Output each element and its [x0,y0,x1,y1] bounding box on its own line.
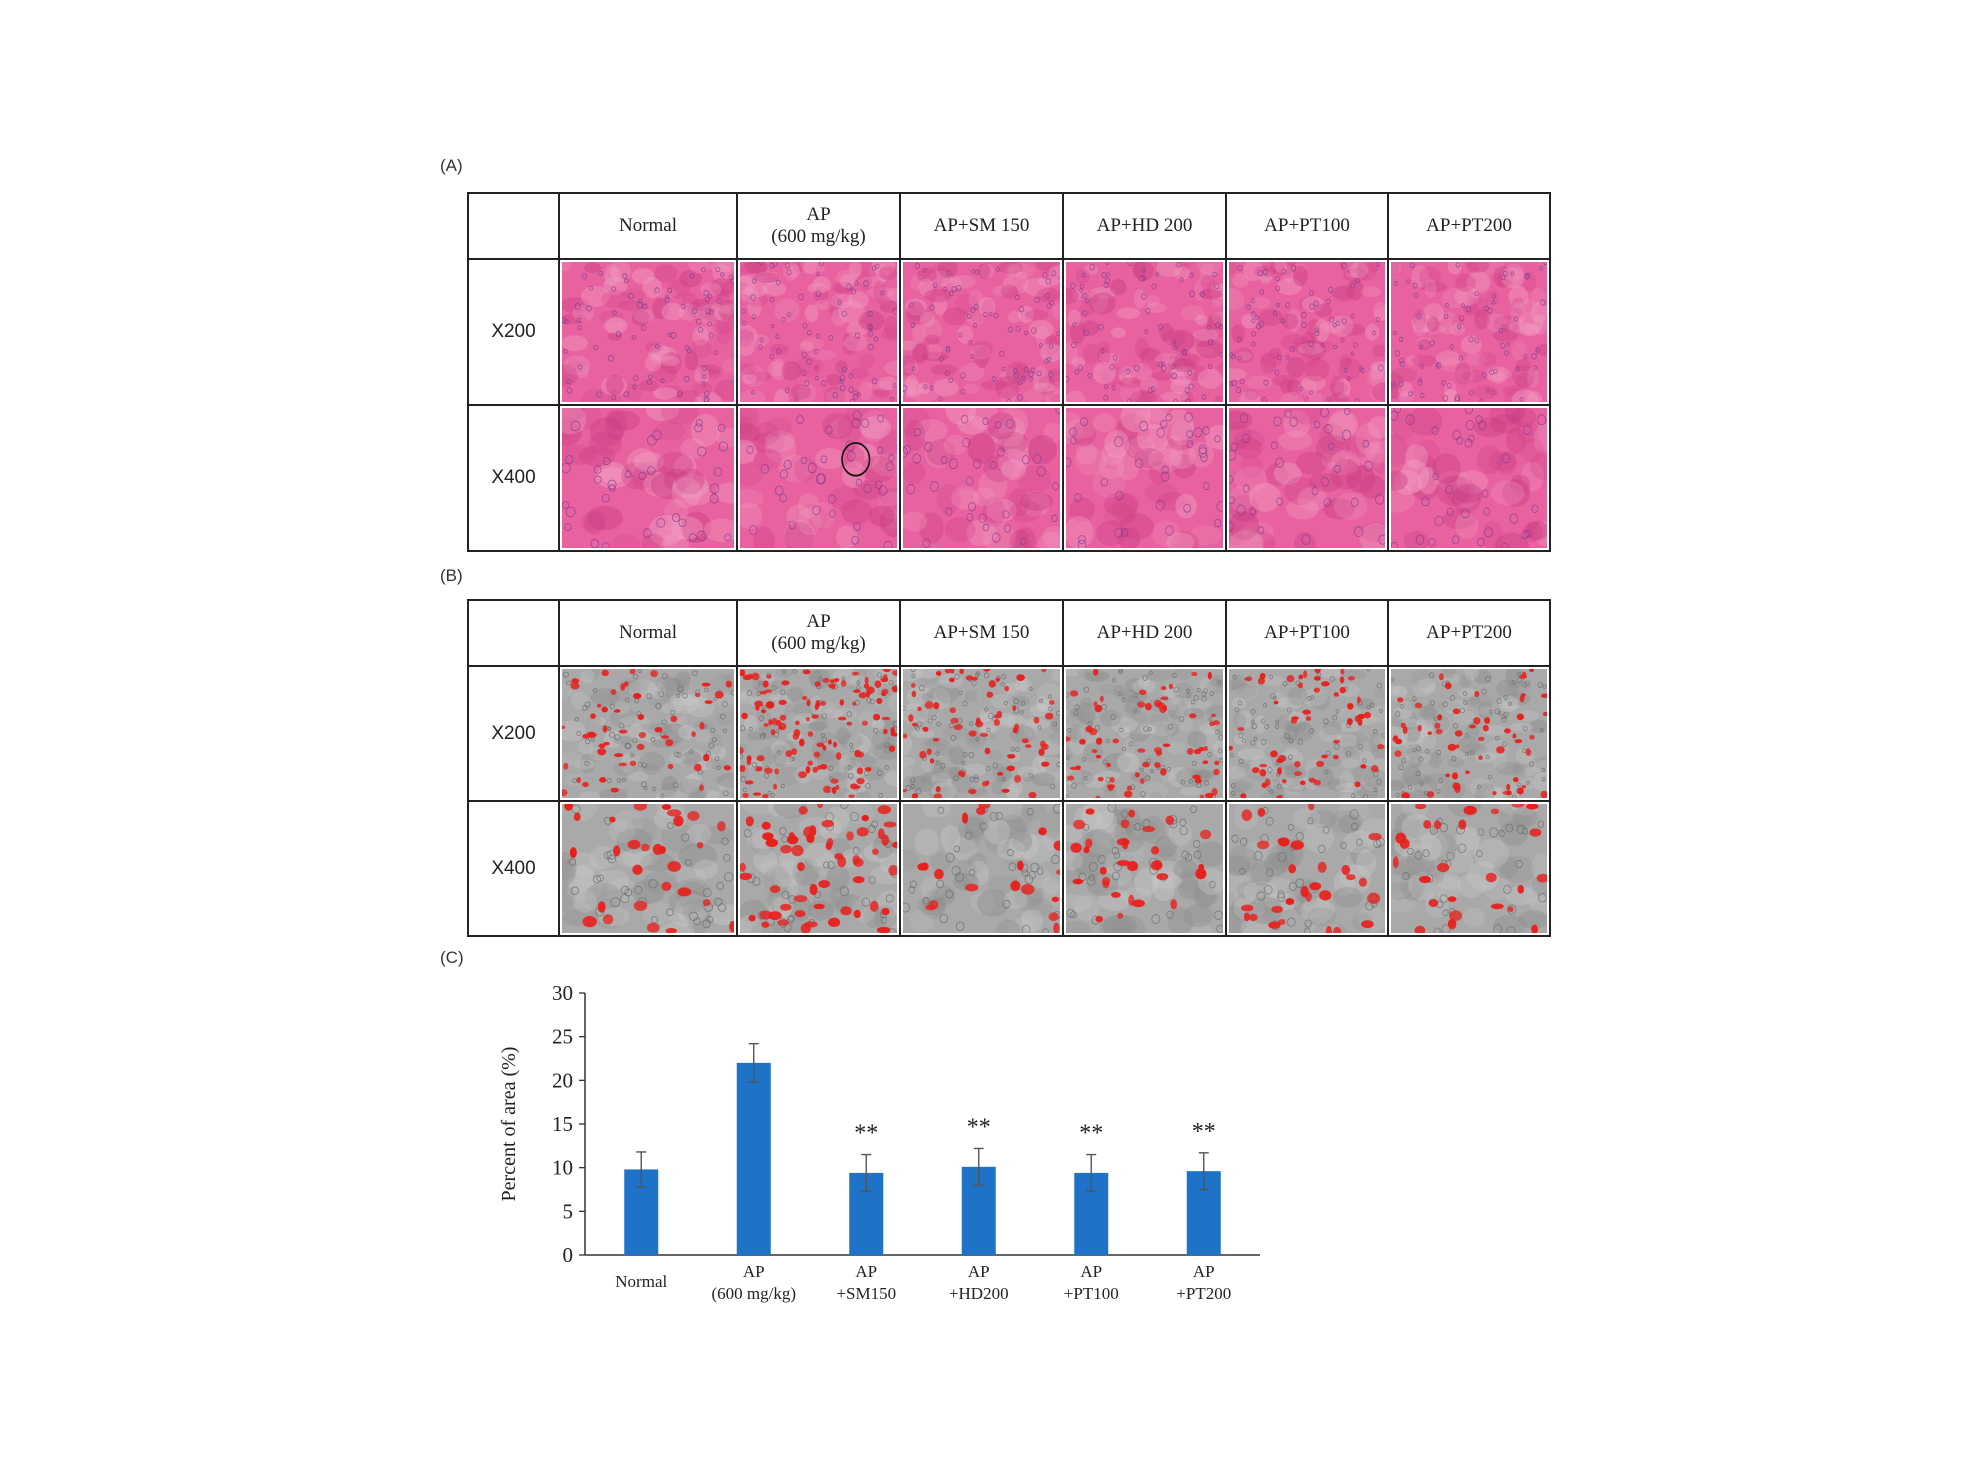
x-tick-label: AP [743,1262,765,1281]
significance-marker: ** [1192,1119,1216,1145]
y-tick-label: 0 [563,1243,574,1267]
y-tick-label: 25 [552,1025,573,1049]
micrograph-marked-pt100-x200 [1229,669,1385,798]
row-x200: X200 [467,258,1551,406]
y-tick-label: 5 [563,1199,574,1223]
y-axis-label: Percent of area (%) [498,1047,520,1202]
micrograph-marked-pt100-x400 [1229,804,1385,933]
micrograph-he-hd200-x200 [1066,262,1223,402]
micrograph-marked-hd200-x200 [1066,669,1223,798]
micrograph-he-pt200-x400 [1391,408,1547,548]
row-x200: X200 [467,665,1551,802]
micrograph-he-normal-x200 [562,262,734,402]
y-tick-label: 15 [552,1112,573,1136]
percent-area-bar-chart: 0 5 10 15 20 25 30 Percent of area (%) Normal AP (… [498,981,1260,1303]
micrograph-he-sm150-x200 [903,262,1060,402]
micrograph-marked-normal-x200 [562,669,734,798]
y-tick-label: 20 [552,1068,573,1092]
column-header: AP+SM 150 [899,192,1064,260]
micrograph-marked-sm150-x400 [903,804,1060,933]
header-row: Normal AP (600 mg/kg) AP+SM 150 AP+HD 200… [467,192,1551,260]
row-header: X400 [467,800,560,937]
micrograph-he-sm150-x400 [903,408,1060,548]
error-bar [861,1153,872,1192]
bar [736,1062,771,1255]
x-tick-label: +SM150 [836,1284,896,1303]
micrograph-he-pt200-x200 [1391,262,1547,402]
error-bar [748,1042,759,1083]
column-header: AP (600 mg/kg) [736,599,901,667]
x-tick-label: +PT100 [1064,1284,1119,1303]
panel-b-label: (B) [440,566,463,585]
micrograph-marked-pt200-x400 [1391,804,1547,933]
column-header: AP+HD 200 [1062,192,1227,260]
row-x400: X400 [467,800,1551,937]
panel-c-label: (C) [440,948,464,967]
y-tick-label: 30 [552,981,573,1005]
micrograph-he-pt100-x200 [1229,262,1385,402]
x-tick-label: Normal [615,1272,667,1291]
column-header: AP+PT100 [1225,192,1389,260]
column-header: AP+PT100 [1225,599,1389,667]
column-header: AP+PT200 [1387,599,1551,667]
column-header: AP+PT200 [1387,192,1551,260]
column-header: AP+HD 200 [1062,599,1227,667]
micrograph-marked-pt200-x200 [1391,669,1547,798]
column-header: AP+SM 150 [899,599,1064,667]
micrograph-marked-ap-x200 [740,669,897,798]
panel-a-label: (A) [440,156,463,175]
header-row: Normal AP (600 mg/kg) AP+SM 150 AP+HD 200… [467,599,1551,667]
y-tick-label: 10 [552,1156,573,1180]
x-tick-label: AP [1080,1262,1102,1281]
row-header: X200 [467,258,560,406]
x-tick-label: AP [1193,1262,1215,1281]
x-tick-label: (600 mg/kg) [711,1284,796,1303]
column-header: AP (600 mg/kg) [736,192,901,260]
row-x400: X400 [467,404,1551,552]
micrograph-marked-ap-x400 [740,804,897,933]
micrograph-marked-normal-x400 [562,804,734,933]
micrograph-he-hd200-x400 [1066,408,1223,548]
x-tick-label: AP [968,1262,990,1281]
corner-cell [467,599,560,667]
error-bar [1086,1153,1097,1192]
corner-cell [467,192,560,260]
micrograph-marked-sm150-x200 [903,669,1060,798]
histology-table-quantified: Normal AP (600 mg/kg) AP+SM 150 AP+HD 200… [467,599,1551,937]
column-header: Normal [558,192,738,260]
micrograph-he-ap-x400 [740,408,897,548]
row-header: X200 [467,665,560,802]
micrograph-he-normal-x400 [562,408,734,548]
micrograph-marked-hd200-x400 [1066,804,1223,933]
micrograph-he-ap-x200 [740,262,897,402]
x-tick-label: +PT200 [1176,1284,1231,1303]
histology-table-he: Normal AP (600 mg/kg) AP+SM 150 AP+HD 200… [467,192,1551,552]
row-header: X400 [467,404,560,552]
x-tick-label: +HD200 [949,1284,1009,1303]
significance-marker: ** [854,1121,878,1147]
significance-marker: ** [967,1114,991,1140]
error-bar [973,1147,984,1186]
column-header: Normal [558,599,738,667]
x-tick-label: AP [855,1262,877,1281]
error-bar [1198,1152,1209,1191]
micrograph-he-pt100-x400 [1229,408,1385,548]
error-bar [636,1151,647,1188]
significance-marker: ** [1079,1121,1103,1147]
